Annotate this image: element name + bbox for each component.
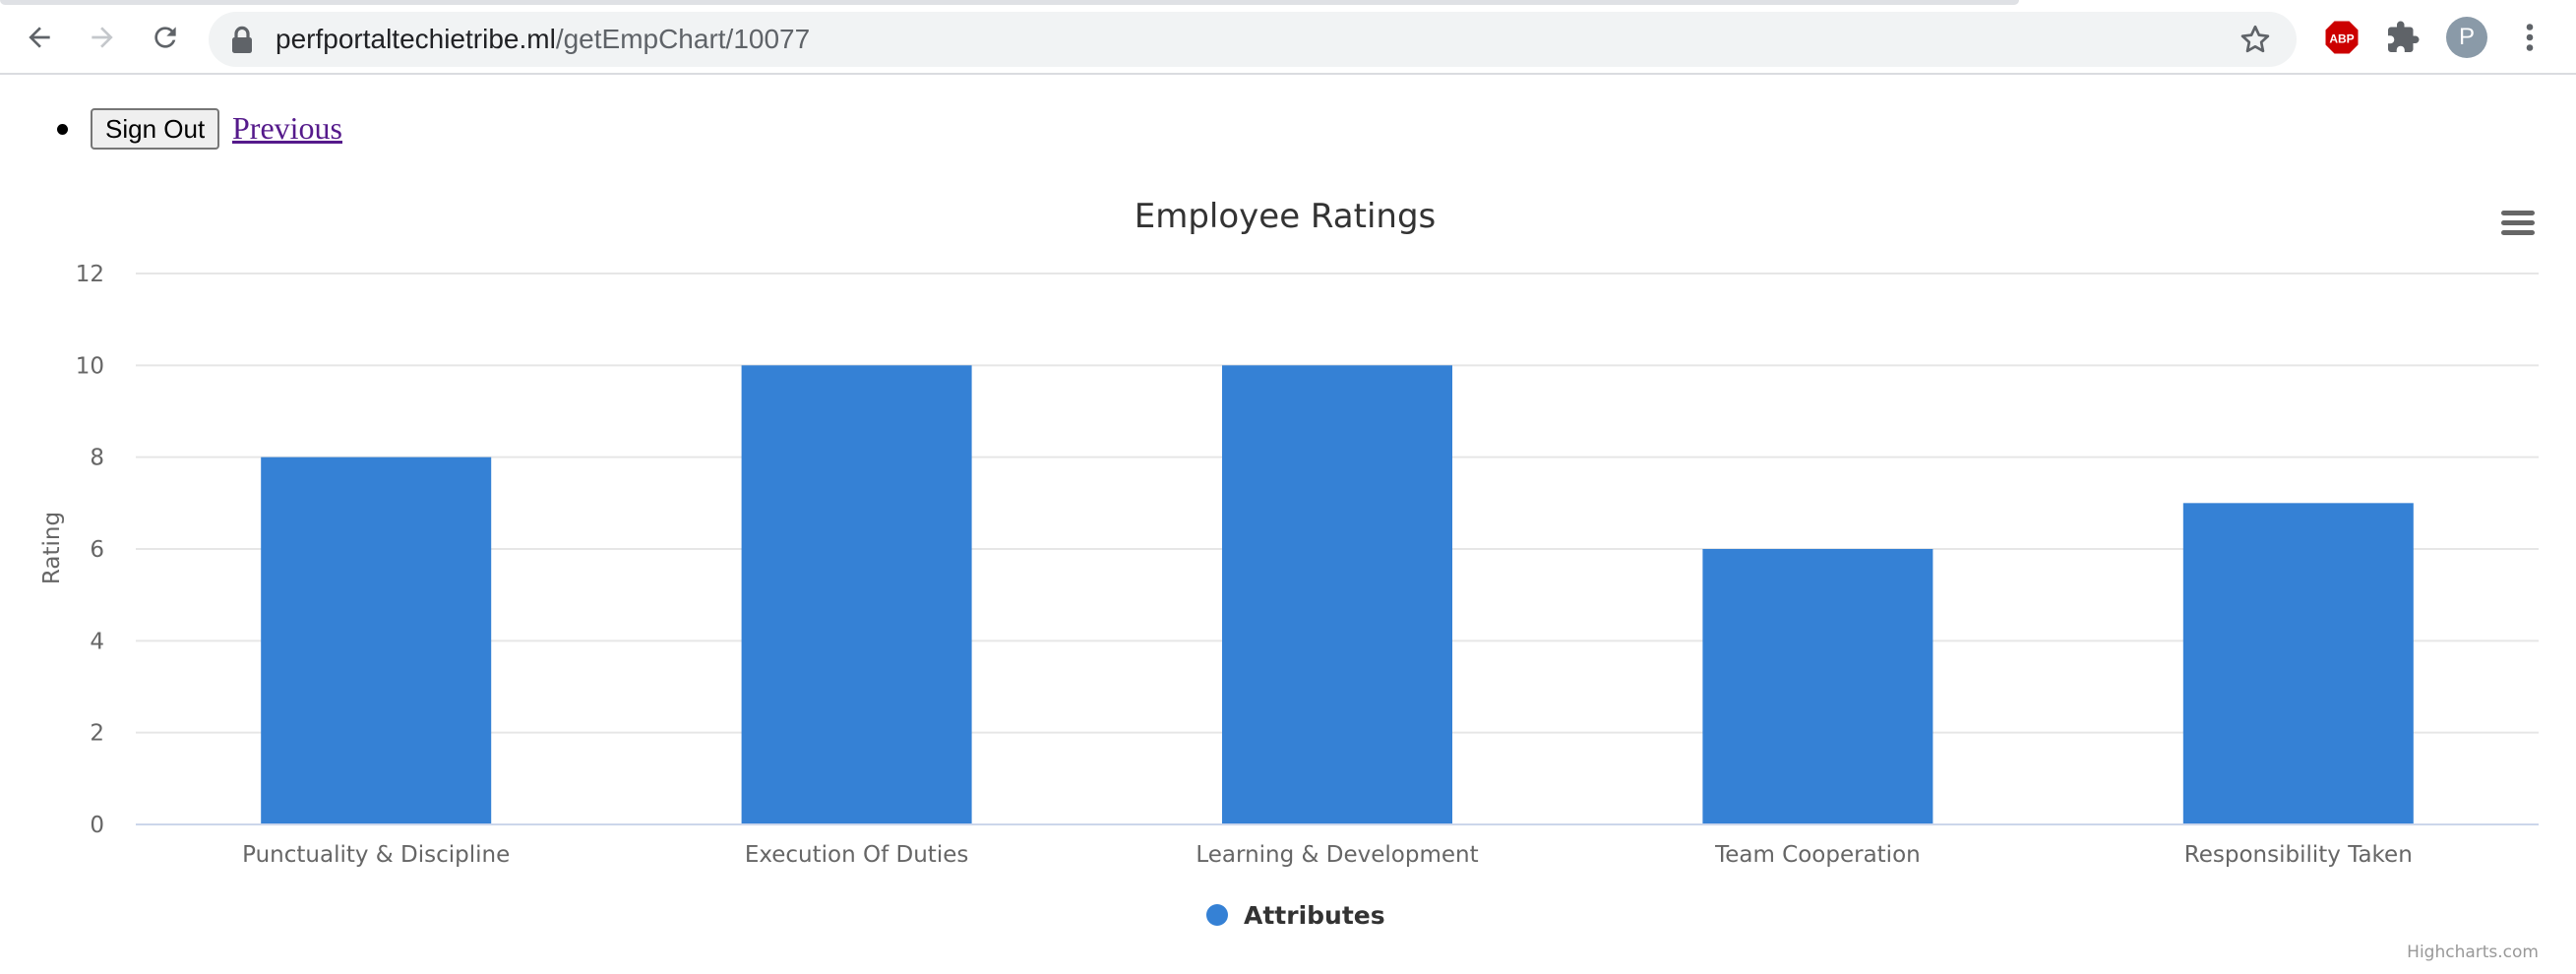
bar-series — [261, 365, 2414, 824]
y-tick-label: 12 — [76, 262, 104, 287]
bar[interactable] — [2182, 503, 2414, 824]
bar[interactable] — [1702, 549, 1933, 824]
y-axis-ticks: 0 2 4 6 8 10 12 — [76, 262, 104, 838]
y-tick-label: 2 — [90, 721, 104, 747]
reload-icon — [154, 27, 176, 48]
sign-out-button[interactable]: Sign Out — [91, 108, 220, 150]
adblock-label: ABP — [2329, 31, 2354, 45]
y-tick-label: 10 — [76, 353, 104, 379]
profile-avatar[interactable]: P — [2446, 17, 2487, 58]
hamburger-icon — [2501, 211, 2535, 235]
bar[interactable] — [1222, 365, 1452, 824]
browser-toolbar: perfportaltechietribe.ml/getEmpChart/100… — [0, 0, 2576, 75]
legend-marker — [1206, 904, 1228, 926]
y-tick-label: 6 — [90, 537, 104, 563]
y-tick-label: 8 — [90, 446, 104, 471]
x-axis-ticks: Punctuality & Discipline Execution Of Dut… — [242, 842, 2413, 868]
back-button[interactable] — [16, 14, 63, 61]
more-menu-icon[interactable] — [2515, 20, 2545, 55]
x-tick-label: Learning & Development — [1196, 842, 1478, 868]
bar[interactable] — [261, 457, 492, 824]
tab-strip-edge — [0, 0, 2019, 5]
y-axis-title: Rating — [39, 512, 65, 584]
url-text: perfportaltechietribe.ml/getEmpChart/100… — [276, 24, 810, 55]
chart-title: Employee Ratings — [1135, 197, 1437, 236]
forward-button[interactable] — [79, 14, 126, 61]
x-tick-label: Team Cooperation — [1714, 842, 1921, 868]
reload-button[interactable] — [142, 14, 189, 61]
x-tick-label: Punctuality & Discipline — [242, 842, 510, 868]
highcharts-credits[interactable]: Highcharts.com — [2407, 943, 2539, 962]
previous-link[interactable]: Previous — [232, 110, 342, 146]
legend-item-attributes[interactable]: Attributes — [1206, 901, 1385, 930]
chart-menu-button[interactable] — [2495, 207, 2537, 248]
adblock-icon[interactable]: ABP — [2324, 20, 2360, 55]
arrow-right-icon — [92, 27, 113, 48]
y-tick-label: 0 — [90, 813, 104, 838]
bar[interactable] — [741, 365, 972, 824]
legend-label: Attributes — [1244, 901, 1385, 930]
x-tick-label: Responsibility Taken — [2184, 842, 2413, 868]
x-tick-label: Execution Of Duties — [745, 842, 969, 868]
lock-icon — [232, 26, 252, 53]
extensions-icon[interactable] — [2385, 20, 2421, 55]
y-tick-label: 4 — [90, 629, 104, 654]
list-bullet — [57, 124, 68, 135]
star-icon[interactable] — [2238, 22, 2273, 57]
arrow-left-icon — [29, 27, 50, 48]
url-host: perfportaltechietribe.ml — [276, 24, 556, 54]
address-bar[interactable]: perfportaltechietribe.ml/getEmpChart/100… — [209, 12, 2297, 67]
url-path: /getEmpChart/10077 — [555, 24, 811, 54]
employee-ratings-chart: 0 2 4 6 8 10 12 Punctuality & Discipline Execut… — [39, 197, 2539, 962]
